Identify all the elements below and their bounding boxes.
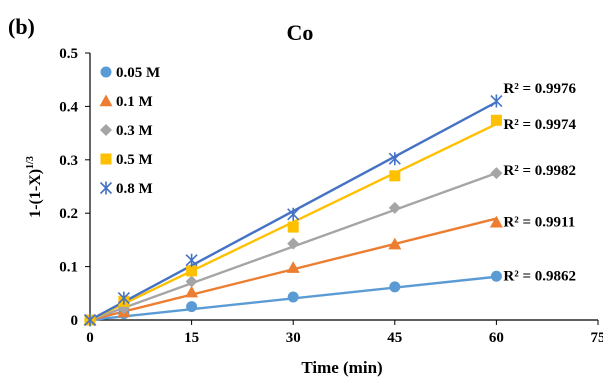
legend-marker-series-3 (100, 124, 112, 136)
x-tick-label: 0 (86, 330, 94, 346)
y-tick-label: 0 (71, 313, 79, 329)
x-tick-label: 15 (184, 330, 199, 346)
data-point-series-1 (491, 271, 502, 282)
legend-marker-series-2 (100, 95, 113, 107)
r2-label-series-2: R² = 0.9911 (503, 215, 575, 231)
y-axis-label: 1-(1-X)1/3 (25, 156, 44, 218)
data-point-series-1 (288, 292, 299, 303)
y-tick-label: 0.1 (59, 260, 78, 276)
legend-label-series-1: 0.05 M (116, 65, 160, 81)
r2-label-series-4: R² = 0.9974 (503, 117, 576, 133)
data-point-series-4 (288, 222, 299, 233)
y-tick-label: 0.5 (59, 46, 78, 62)
data-point-series-3 (490, 167, 502, 179)
y-tick-label: 0.3 (59, 153, 78, 169)
r2-label-series-1: R² = 0.9862 (503, 269, 576, 285)
data-point-series-4 (186, 265, 197, 276)
r2-label-series-5: R² = 0.9976 (503, 81, 576, 97)
x-axis-label: Time (min) (301, 358, 382, 377)
data-point-series-2 (490, 216, 503, 228)
legend: 0.05 M 0.1 M 0.3 M 0.5 M 0.8 M (100, 65, 161, 197)
legend-label-series-4: 0.5 M (116, 152, 153, 168)
r2-labels: R² = 0.9862 R² = 0.9911 R² = 0.9982 R² = 0.… (503, 81, 576, 285)
x-tick-label: 45 (387, 330, 402, 346)
panel-label: (b) (8, 14, 35, 39)
y-tick-label: 0.4 (59, 99, 78, 115)
y-axis-label-main: 1-(1-X) (27, 169, 44, 218)
r2-label-series-3: R² = 0.9982 (503, 163, 576, 179)
data-point-series-5 (186, 254, 197, 267)
data-point-series-4 (491, 115, 502, 126)
data-point-series-5 (491, 95, 502, 108)
x-tick-label: 60 (489, 330, 504, 346)
legend-label-series-3: 0.3 M (116, 123, 153, 139)
y-axis-label-superscript: 1/3 (25, 156, 36, 169)
legend-marker-series-5 (101, 182, 112, 195)
chart-title: Co (287, 20, 314, 45)
legend-label-series-5: 0.8 M (116, 181, 153, 197)
data-point-series-1 (389, 281, 400, 292)
x-tick-label: 75 (591, 330, 603, 346)
data-point-series-1 (186, 301, 197, 312)
y-tick-label: 0.2 (59, 206, 78, 222)
x-tick-label: 30 (286, 330, 301, 346)
legend-marker-series-1 (101, 67, 112, 78)
svg-text:1-(1-X)1/3: 1-(1-X)1/3 (25, 156, 44, 218)
data-point-series-4 (389, 170, 400, 181)
legend-marker-series-4 (101, 154, 112, 165)
legend-label-series-2: 0.1 M (116, 94, 153, 110)
